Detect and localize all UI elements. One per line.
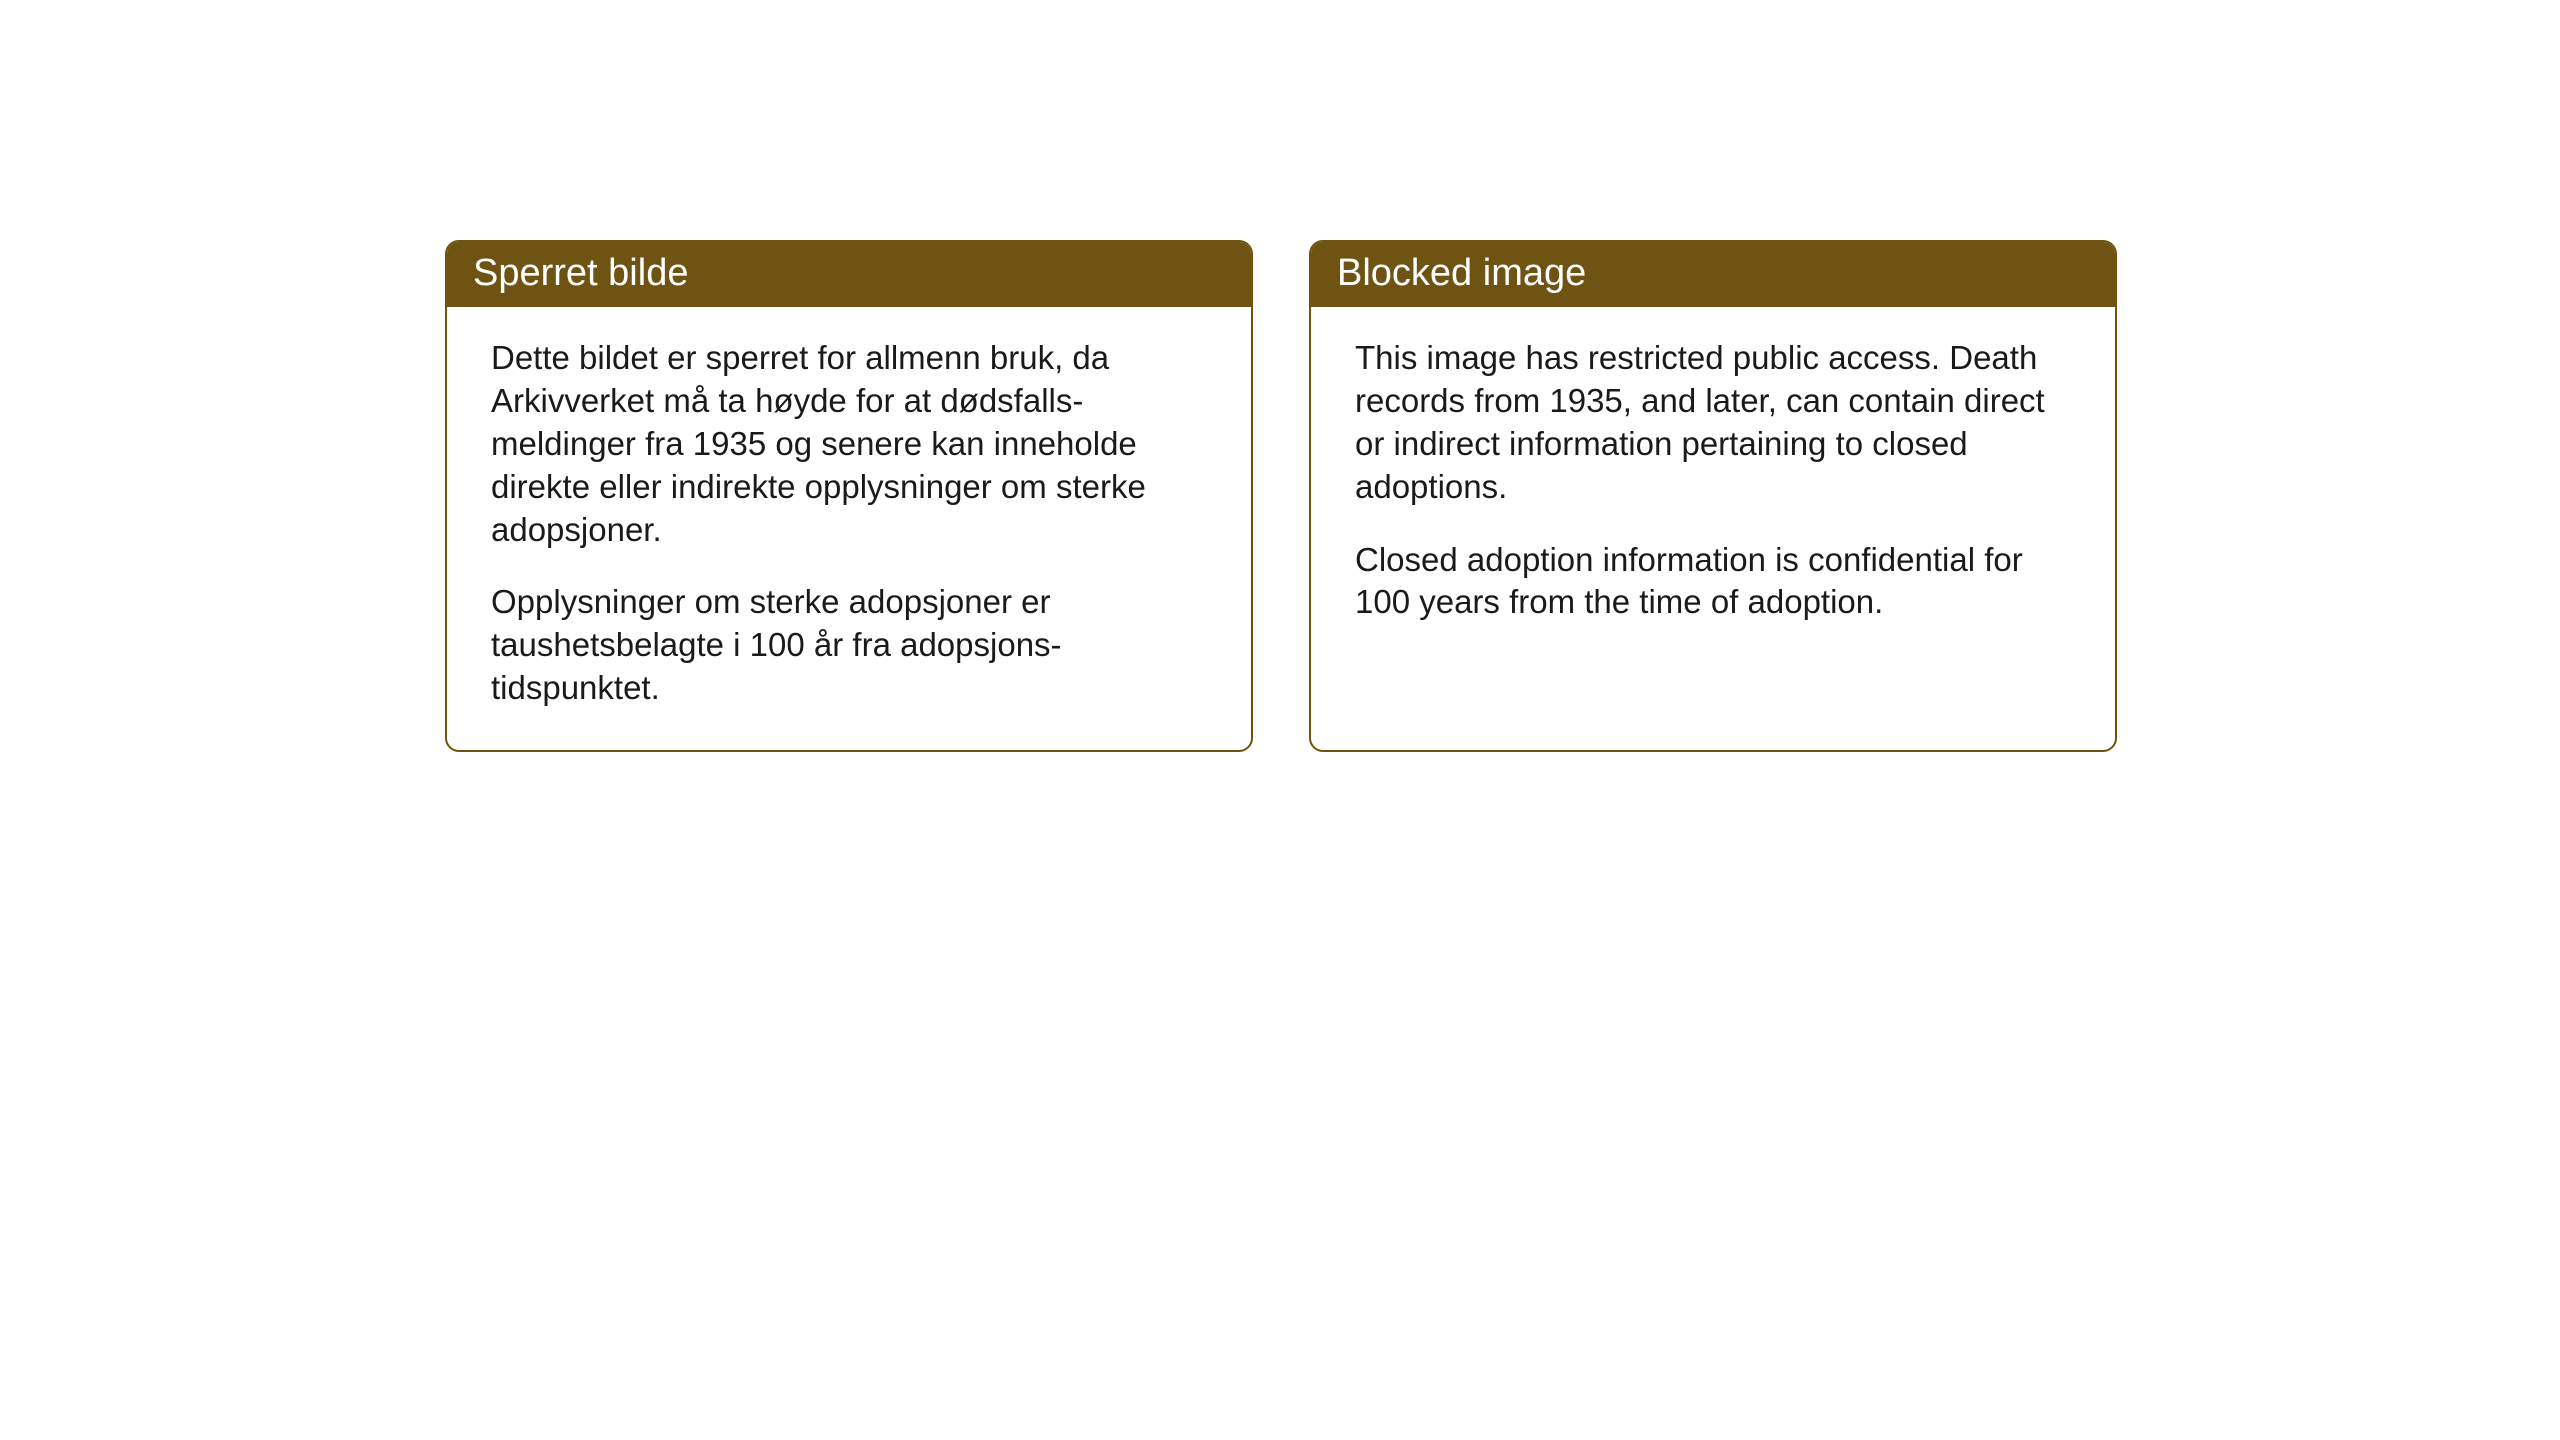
notice-card-norwegian: Sperret bilde Dette bildet er sperret fo… — [445, 240, 1253, 752]
card-title-norwegian: Sperret bilde — [473, 252, 688, 294]
card-body-norwegian: Dette bildet er sperret for allmenn bruk… — [447, 307, 1251, 750]
notice-card-english: Blocked image This image has restricted … — [1309, 240, 2117, 752]
paragraph-1-norwegian: Dette bildet er sperret for allmenn bruk… — [491, 337, 1207, 551]
paragraph-2-english: Closed adoption information is confident… — [1355, 539, 2071, 625]
card-header-norwegian: Sperret bilde — [447, 242, 1251, 307]
notice-container: Sperret bilde Dette bildet er sperret fo… — [445, 240, 2117, 752]
card-title-english: Blocked image — [1337, 252, 1586, 294]
card-body-english: This image has restricted public access.… — [1311, 307, 2115, 724]
paragraph-2-norwegian: Opplysninger om sterke adopsjoner er tau… — [491, 581, 1207, 710]
card-header-english: Blocked image — [1311, 242, 2115, 307]
paragraph-1-english: This image has restricted public access.… — [1355, 337, 2071, 509]
